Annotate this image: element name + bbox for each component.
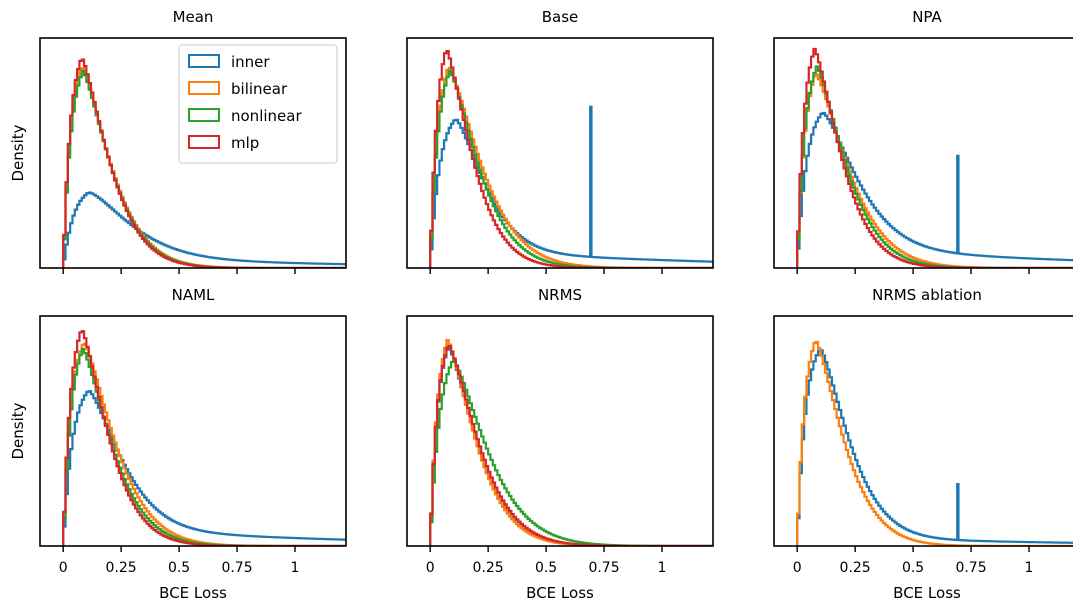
- series-mlp: [62, 330, 346, 546]
- panel-title: NPA: [912, 8, 942, 26]
- legend-swatch-inner: [188, 54, 220, 68]
- x-tick-label: 0.25: [840, 560, 871, 576]
- series-mlp: [429, 50, 713, 268]
- panel-title: NAML: [172, 286, 215, 304]
- series-nonlinear: [62, 347, 346, 546]
- series-nonlinear: [796, 65, 1073, 268]
- axes-frame: [773, 315, 1073, 547]
- x-tick-label: 0.75: [955, 560, 986, 576]
- series-bilinear: [429, 339, 713, 546]
- axes-frame: [39, 37, 347, 269]
- plot-area: [796, 340, 1073, 546]
- plot-area: [62, 330, 346, 546]
- panel-title: NRMS: [538, 286, 582, 304]
- panel-title: Mean: [173, 8, 214, 26]
- legend-swatch-bilinear: [188, 81, 220, 95]
- x-tick-label: 0: [426, 560, 435, 576]
- legend-label-inner: inner: [231, 53, 270, 71]
- series-bilinear: [796, 340, 1073, 546]
- panel-3: NPA: [773, 8, 1073, 274]
- x-tick-label: 0.5: [535, 560, 557, 576]
- series-inner: [796, 349, 1073, 546]
- panel-2: Base: [406, 8, 714, 274]
- x-tick-label: 1: [291, 560, 300, 576]
- series-nonlinear: [429, 359, 713, 546]
- plot-area: [429, 50, 713, 268]
- legend: inner bilinear nonlinear mlp: [178, 44, 338, 164]
- legend-swatch-mlp: [188, 135, 220, 149]
- x-axis-label: BCE Loss: [893, 584, 961, 602]
- series-bilinear: [62, 342, 346, 546]
- x-tick-label: 0.25: [473, 560, 504, 576]
- axes-frame: [39, 315, 347, 547]
- axes-frame: [406, 315, 714, 547]
- series-bilinear: [429, 66, 713, 268]
- x-tick-label: 0: [59, 560, 68, 576]
- legend-label-bilinear: bilinear: [231, 80, 288, 98]
- y-axis-label: Density: [9, 124, 27, 181]
- plot-area: [796, 47, 1073, 268]
- panel-1: Mean Density inner bilinear nonlinear mlp: [9, 8, 347, 274]
- axes-frame: [406, 37, 714, 269]
- x-tick-label: 1: [658, 560, 667, 576]
- panel-title: Base: [542, 8, 579, 26]
- x-tick-label: 0.25: [106, 560, 137, 576]
- x-tick-label: 1: [1025, 560, 1034, 576]
- x-axis-label: BCE Loss: [159, 584, 227, 602]
- series-inner: [62, 191, 346, 268]
- panel-title: NRMS ablation: [872, 286, 982, 304]
- panel-5: NRMS 0 0.25 0.5 0.75 1 BCE Loss: [406, 286, 714, 602]
- x-tick-label: 0.5: [902, 560, 924, 576]
- series-bilinear: [796, 73, 1073, 268]
- legend-box: [178, 44, 338, 164]
- axes-frame: [773, 37, 1073, 269]
- y-axis-label: Density: [9, 402, 27, 459]
- legend-label-mlp: mlp: [231, 134, 259, 152]
- plot-area: [429, 339, 713, 546]
- x-tick-label: 0: [793, 560, 802, 576]
- series-nonlinear: [429, 69, 713, 268]
- legend-swatch-nonlinear: [188, 108, 220, 122]
- series-inner: [429, 347, 713, 546]
- x-tick-label: 0.75: [221, 560, 252, 576]
- x-tick-label: 0.75: [588, 560, 619, 576]
- x-tick-label: 0.5: [168, 560, 190, 576]
- series-mlp: [429, 345, 713, 546]
- legend-label-nonlinear: nonlinear: [231, 107, 302, 125]
- x-axis-label: BCE Loss: [526, 584, 594, 602]
- series-mlp: [796, 47, 1073, 268]
- panel-6: NRMS ablation 0 0.25 0.5 0.75 1 BCE Loss: [773, 286, 1073, 602]
- series-inner: [62, 390, 346, 546]
- panel-4: NAML 0 0.25 0.5 0.75 1 BCE Loss Density: [9, 286, 347, 602]
